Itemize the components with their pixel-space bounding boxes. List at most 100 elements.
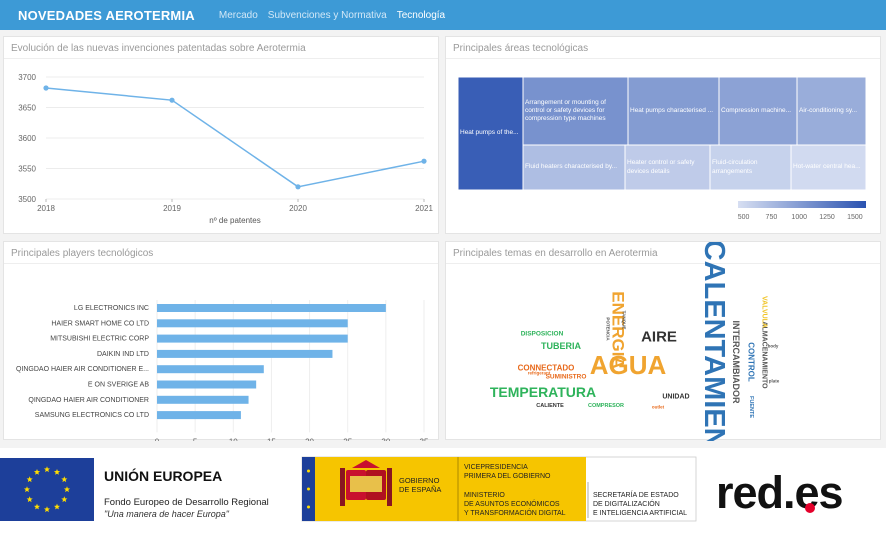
x-tick-label: 35	[420, 437, 429, 441]
bar[interactable]	[157, 365, 264, 374]
x-tick-label: 2018	[37, 204, 55, 213]
gobierno-logo: GOBIERNO DE ESPAÑA VICEPRESIDENCIA PRIME…	[301, 456, 697, 522]
eu-star-icon	[43, 466, 51, 473]
bar-category-label: LG ELECTRONICS INC	[74, 305, 149, 312]
bar-category-label: E ON SVERIGE AB	[88, 382, 149, 389]
wordcloud-word: CONTROL	[747, 342, 756, 382]
wordcloud-word: plate	[769, 379, 780, 384]
patents-panel-title: Evolución de las nuevas invenciones pate…	[11, 43, 306, 54]
dashboard: Evolución de las nuevas invenciones pate…	[0, 30, 886, 448]
bar[interactable]	[157, 380, 257, 389]
eu-star-icon	[33, 503, 41, 510]
divider	[446, 263, 880, 264]
wordcloud-word: FUENTE	[748, 396, 754, 418]
bar-category-label: QINGDAO HAIER AIR CONDITIONER	[28, 397, 149, 404]
wordcloud-word: INTERCAMBIADOR	[731, 321, 741, 404]
eu-star-icon	[26, 496, 33, 503]
data-point[interactable]	[43, 85, 49, 91]
bar[interactable]	[157, 395, 249, 404]
nav-tecnologia[interactable]: Tecnología	[396, 9, 446, 21]
bar-category-label: HAIER SMART HOME CO LTD	[51, 320, 149, 327]
wordcloud-word: TUBERIA	[541, 341, 581, 351]
bar[interactable]	[157, 334, 348, 343]
x-tick-label: 30	[381, 437, 390, 441]
treemap-cell-label: Air-conditioning sy...	[799, 106, 858, 114]
wordcloud-word: CALIENTE	[536, 403, 564, 409]
treemap-cell[interactable]	[796, 76, 867, 146]
bar[interactable]	[157, 349, 333, 358]
treemap-cell-label: Fluid heaters characterised by...	[525, 163, 618, 171]
bar[interactable]	[157, 411, 241, 420]
color-scale-tick: 500	[738, 214, 750, 221]
sec-line1: SECRETARÍA DE ESTADO	[593, 490, 679, 499]
divider	[4, 263, 438, 264]
color-scale-tick: 1250	[819, 214, 835, 221]
patents-panel: Evolución de las nuevas invenciones pate…	[3, 36, 439, 234]
eu-star-icon	[61, 496, 68, 503]
x-tick-label: 2019	[163, 204, 181, 213]
color-scale-tick: 750	[766, 214, 778, 221]
topics-wordcloud: CALENTAMIENTO AGUA TEMPERATURA ENERGIA AIRE C…	[490, 242, 780, 441]
treemap-cell[interactable]	[522, 144, 626, 191]
treemap-cell[interactable]	[718, 76, 798, 146]
wordcloud-word: AIRE	[641, 329, 677, 346]
bar[interactable]	[157, 304, 386, 312]
wordcloud-word: COMPRESOR	[588, 403, 624, 409]
wordcloud-word: TANQUE	[622, 311, 627, 330]
app-title[interactable]: NOVEDADES AEROTERMIA	[18, 7, 195, 23]
x-tick-label: 2021	[415, 204, 433, 213]
treemap-cell-label: Heater control or safety devices details	[627, 159, 695, 175]
sec-line3: E INTELIGENCIA ARTIFICIAL	[593, 510, 687, 517]
y-tick-label: 3500	[18, 195, 36, 204]
divider	[446, 58, 880, 59]
eu-star-icon	[33, 468, 41, 475]
data-point[interactable]	[169, 97, 175, 103]
areas-panel-title: Principales áreas tecnológicas	[453, 43, 589, 54]
wordcloud-word: CALENTAMIENTO	[698, 242, 730, 441]
top-navbar: NOVEDADES AEROTERMIA Mercado Subvencione…	[0, 0, 886, 30]
wordcloud-word: SUMINISTRO	[546, 374, 587, 381]
wordcloud-word: AGUA	[590, 350, 667, 380]
eu-fund: Fondo Europeo de Desarrollo Regional	[104, 497, 269, 508]
treemap-cell-label: Heat pumps of the...	[460, 129, 519, 137]
treemap-cell-label: Hot-water central hea...	[793, 163, 861, 171]
series-line	[45, 87, 425, 188]
redes-dot-icon	[805, 503, 815, 513]
min-line1: MINISTERIO	[464, 492, 505, 499]
data-point[interactable]	[421, 158, 427, 164]
bar-category-label: SAMSUNG ELECTRONICS CO LTD	[35, 412, 149, 419]
eu-star-icon	[53, 503, 61, 510]
treemap-cell[interactable]	[790, 144, 867, 191]
treemap-cell-label: Compression machine...	[721, 106, 792, 114]
min-line2: DE ASUNTOS ECONÓMICOS	[464, 499, 560, 508]
topics-panel-title: Principales temas en desarrollo en Aerot…	[453, 248, 658, 259]
y-tick-label: 3650	[18, 104, 36, 113]
nav-subvenciones[interactable]: Subvenciones y Normativa	[267, 9, 387, 21]
main-nav: Mercado Subvenciones y Normativa Tecnolo…	[219, 10, 455, 21]
treemap-cell-label: Fluid-circulation arrangements	[712, 159, 758, 175]
color-scale-tick: 1000	[791, 214, 807, 221]
treemap-cell-label: Arrangement or mounting of control or sa…	[525, 98, 606, 123]
wordcloud-word: CONNECTADO	[518, 364, 575, 373]
eu-star-icon	[26, 476, 33, 483]
coat-of-arms-icon	[340, 460, 392, 506]
wordcloud-word: TEMPERATURA	[490, 384, 596, 400]
eu-flag-icon	[0, 458, 94, 521]
treemap-cell[interactable]	[709, 144, 792, 191]
footer-logos: UNIÓN EUROPEA Fondo Europeo de Desarroll…	[0, 448, 886, 534]
treemap-cell[interactable]	[627, 76, 720, 146]
treemap-cell[interactable]	[624, 144, 711, 191]
topics-panel: Principales temas en desarrollo en Aerot…	[445, 241, 881, 441]
x-tick-label: 2020	[289, 204, 307, 213]
nav-mercado[interactable]: Mercado	[218, 9, 258, 21]
y-tick-label: 3600	[18, 134, 36, 143]
players-panel-title: Principales players tecnológicos	[11, 248, 154, 259]
eu-star-icon	[23, 486, 31, 493]
vice-line1: VICEPRESIDENCIA	[464, 464, 528, 471]
wordcloud-word: ENERGIA	[609, 291, 628, 368]
areas-treemap: Heat pumps of the... Arrangement or mount…	[457, 76, 867, 221]
bar-category-label: QINGDAO HAIER AIR CONDITIONER E...	[16, 366, 149, 373]
data-point[interactable]	[295, 184, 301, 190]
bar[interactable]	[157, 319, 348, 328]
